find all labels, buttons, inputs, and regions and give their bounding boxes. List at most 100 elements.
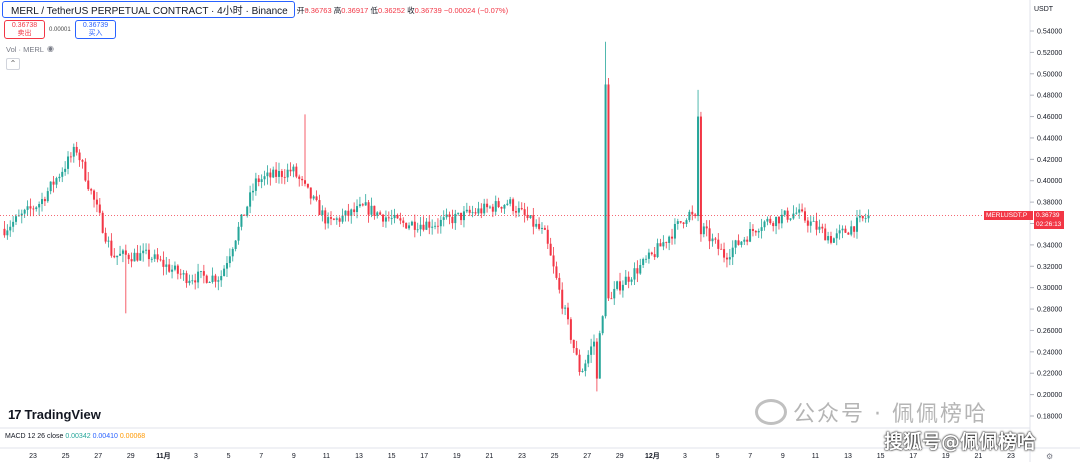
time-tick-label: 5 (716, 453, 720, 460)
candle-body (671, 236, 674, 239)
candle-body (49, 181, 52, 192)
price-tick-label: 0.26000 (1037, 328, 1062, 335)
watermark-sohu: 搜狐号@佩佩榜哈 (884, 431, 1037, 453)
price-tick-label: 0.32000 (1037, 264, 1062, 271)
candle-body (416, 229, 419, 231)
candle-body (809, 221, 812, 226)
ohlc-readout: 开0.36763 高0.36917 低0.36252 收0.36739 −0.0… (297, 5, 508, 16)
candle-body (855, 217, 859, 232)
candle-body (740, 241, 743, 245)
candle-body (324, 210, 327, 224)
high-label: 高 (333, 6, 342, 15)
candle-body (58, 176, 61, 179)
candle-body (156, 254, 159, 260)
symbol-title[interactable]: MERL / TetherUS PERPETUAL CONTRACT · 4小时… (11, 6, 288, 17)
candle-body (382, 214, 385, 222)
time-tick-label: 23 (518, 453, 526, 460)
candle-body (613, 288, 616, 299)
candle-body (627, 276, 630, 282)
candle-body (471, 212, 474, 214)
candle-body (636, 268, 639, 274)
candle-body (590, 346, 593, 355)
macd-legend[interactable]: MACD 12 26 close 0.00342 0.00410 0.00068 (5, 433, 145, 440)
buy-button[interactable]: 0.36739 买入 (75, 20, 116, 39)
candle-body (46, 191, 49, 202)
candle-body (254, 178, 257, 191)
candle-body (558, 277, 561, 290)
candle-body (283, 176, 286, 178)
candle-body (113, 255, 116, 258)
macd-label: MACD 12 26 close (5, 433, 64, 440)
candle-body (520, 208, 523, 210)
time-tick-label: 25 (551, 453, 559, 460)
time-tick-label: 13 (844, 453, 852, 460)
candle-body (194, 280, 197, 283)
price-tick-label: 0.50000 (1037, 71, 1062, 78)
candle-body (772, 223, 775, 227)
gear-icon[interactable]: ⚙ (1046, 452, 1054, 461)
candle-body (78, 152, 81, 161)
candle-body (535, 223, 538, 227)
candle-body (486, 203, 489, 208)
candle-body (503, 204, 506, 209)
candle-body (303, 180, 307, 184)
candle-body (587, 354, 590, 364)
candle-body (529, 215, 532, 219)
watermark-text-1: 公众号 · 佩佩榜哈 (793, 402, 988, 427)
candle-body (133, 252, 136, 262)
price-tick-label: 0.20000 (1037, 392, 1062, 399)
candle-body (107, 240, 110, 242)
time-tick-label: 27 (583, 453, 591, 460)
time-tick-label: 11月 (156, 452, 170, 460)
candle-body (220, 276, 223, 281)
candle-body (445, 214, 448, 218)
high-value: 0.36917 (341, 6, 369, 15)
candle-body (763, 221, 766, 228)
candle-body (720, 248, 723, 250)
candle-body (393, 214, 396, 219)
candle-body (263, 176, 266, 180)
last-price-tag: 0.36739 02:26:13 (1034, 211, 1064, 229)
candle-body (665, 242, 668, 243)
candle-body (621, 284, 624, 291)
currency-label[interactable]: USDT (1034, 6, 1054, 13)
candle-body (332, 218, 335, 220)
symbol-legend[interactable]: MERL / TetherUS PERPETUAL CONTRACT · 4小时… (2, 1, 309, 18)
candle-body (832, 238, 835, 243)
tradingview-logo[interactable]: 17 TradingView (8, 407, 101, 422)
time-tick-label: 13 (355, 453, 363, 460)
more-icon[interactable]: ··· (295, 3, 310, 16)
candle-body (494, 201, 497, 212)
candle-body (402, 220, 405, 223)
volume-indicator-label[interactable]: Vol · MERL (6, 45, 44, 54)
candle-body (373, 205, 376, 216)
time-tick-label: 15 (388, 453, 396, 460)
candle-body (246, 206, 249, 216)
chevron-up-icon[interactable]: ⌃ (6, 58, 20, 70)
candle-body (460, 212, 463, 221)
candle-body (526, 214, 529, 219)
candle-body (312, 196, 315, 199)
close-label: 收 (407, 6, 415, 15)
candle-body (396, 214, 399, 219)
candle-body (786, 210, 789, 220)
candle-body (14, 216, 18, 222)
candle-body (139, 253, 142, 261)
candle-body (601, 316, 604, 334)
candle-body (697, 116, 700, 217)
candle-body (789, 218, 792, 220)
eye-icon[interactable]: ◉ (47, 44, 54, 53)
time-tick-label: 19 (453, 453, 461, 460)
sell-button[interactable]: 0.36738 卖出 (4, 20, 45, 39)
candle-body (783, 210, 786, 215)
candle-body (569, 319, 572, 340)
candle-body (578, 354, 581, 372)
candle-body (532, 215, 535, 227)
time-tick-label: 21 (975, 453, 983, 460)
candle-body (737, 240, 740, 245)
candle-body (829, 236, 832, 243)
candle-body (384, 217, 387, 222)
candle-body (723, 249, 726, 258)
